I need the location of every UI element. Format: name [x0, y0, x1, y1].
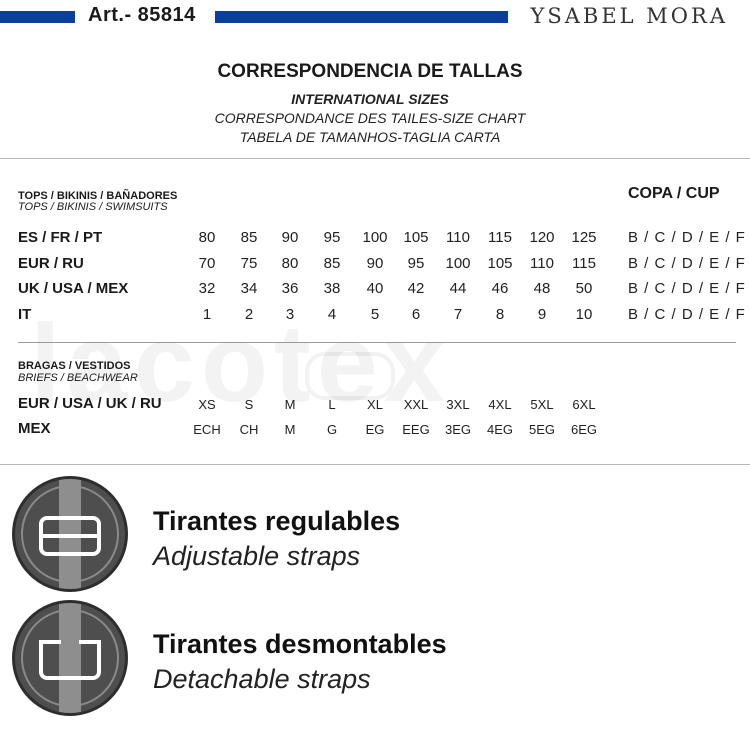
article-number: Art.- 85814: [88, 4, 196, 27]
bottoms-row-label: EUR / USA / UK / RU: [18, 395, 162, 412]
tops-size-cell: 95: [396, 255, 436, 272]
bottoms-size-cell: XL: [355, 397, 395, 412]
cup-heading: COPA / CUP: [628, 185, 720, 203]
tops-size-cell: 120: [522, 229, 562, 246]
tops-size-cell: 8: [480, 306, 520, 323]
tops-size-cell: 36: [270, 280, 310, 297]
bottoms-size-cell: CH: [229, 422, 269, 437]
bottoms-size-cell: 4EG: [480, 422, 520, 437]
tops-row-label: IT: [18, 306, 31, 323]
tops-size-cell: 80: [270, 255, 310, 272]
tops-size-cell: 75: [229, 255, 269, 272]
detachable-strap-icon: [12, 600, 128, 716]
tops-size-cell: 1: [187, 306, 227, 323]
tops-row-label: EUR / RU: [18, 255, 84, 272]
adjustable-strap-icon: [12, 476, 128, 592]
divider-mid: [18, 342, 736, 343]
tops-size-cell: 46: [480, 280, 520, 297]
tops-size-cell: 3: [270, 306, 310, 323]
tops-size-cell: 100: [438, 255, 478, 272]
tops-size-cell: 95: [312, 229, 352, 246]
tops-size-cell: 110: [522, 255, 562, 272]
bottoms-size-cell: 6XL: [564, 397, 604, 412]
cup-sizes: B / C / D / E / F: [628, 306, 746, 323]
bottoms-size-cell: 4XL: [480, 397, 520, 412]
bottoms-size-cell: XS: [187, 397, 227, 412]
tops-size-cell: 70: [187, 255, 227, 272]
bottoms-size-cell: G: [312, 422, 352, 437]
watermark-badge: [305, 352, 395, 400]
bottoms-size-cell: 5XL: [522, 397, 562, 412]
tops-size-cell: 85: [229, 229, 269, 246]
tops-size-cell: 40: [355, 280, 395, 297]
bottoms-size-cell: EG: [355, 422, 395, 437]
tops-size-cell: 100: [355, 229, 395, 246]
feature-subtitle-detachable: Detachable straps: [153, 664, 371, 695]
header-bar-left: [0, 11, 75, 23]
tops-size-cell: 32: [187, 280, 227, 297]
subtitle-portuguese: TABELA DE TAMANHOS-TAGLIA CARTA: [0, 129, 740, 145]
cup-sizes: B / C / D / E / F: [628, 229, 746, 246]
brand-name: YSABEL MORA: [531, 4, 729, 28]
tops-size-cell: 7: [438, 306, 478, 323]
cup-sizes: B / C / D / E / F: [628, 280, 746, 297]
bottoms-size-cell: 3XL: [438, 397, 478, 412]
tops-size-cell: 125: [564, 229, 604, 246]
tops-size-cell: 115: [564, 255, 604, 272]
chart-title: CORRESPONDENCIA DE TALLAS: [0, 61, 740, 83]
bottoms-size-cell: 3EG: [438, 422, 478, 437]
tops-size-cell: 38: [312, 280, 352, 297]
bottoms-size-cell: XXL: [396, 397, 436, 412]
bottoms-size-cell: M: [270, 422, 310, 437]
tops-size-cell: 6: [396, 306, 436, 323]
tops-size-cell: 48: [522, 280, 562, 297]
bottoms-heading: BRAGAS / VESTIDOS: [18, 360, 130, 372]
tops-size-cell: 2: [229, 306, 269, 323]
bottoms-size-cell: 6EG: [564, 422, 604, 437]
tops-size-cell: 115: [480, 229, 520, 246]
tops-size-cell: 90: [355, 255, 395, 272]
tops-size-cell: 80: [187, 229, 227, 246]
tops-size-cell: 110: [438, 229, 478, 246]
tops-size-cell: 85: [312, 255, 352, 272]
bottoms-size-cell: M: [270, 397, 310, 412]
tops-size-cell: 44: [438, 280, 478, 297]
bottoms-subheading: BRIEFS / BEACHWEAR: [18, 372, 138, 384]
tops-size-cell: 105: [396, 229, 436, 246]
bottoms-size-cell: EEG: [396, 422, 436, 437]
cup-sizes: B / C / D / E / F: [628, 255, 746, 272]
tops-size-cell: 50: [564, 280, 604, 297]
subtitle-french: CORRESPONDANCE DES TAILES-SIZE CHART: [0, 110, 740, 126]
header-bar-right: [215, 11, 508, 23]
tops-size-cell: 42: [396, 280, 436, 297]
tops-size-cell: 10: [564, 306, 604, 323]
tops-size-cell: 9: [522, 306, 562, 323]
tops-size-cell: 90: [270, 229, 310, 246]
divider-bottom: [0, 464, 750, 465]
bottoms-size-cell: 5EG: [522, 422, 562, 437]
bottoms-row-label: MEX: [18, 420, 51, 437]
feature-subtitle-adjustable: Adjustable straps: [153, 541, 360, 572]
tops-size-cell: 105: [480, 255, 520, 272]
bottoms-size-cell: ECH: [187, 422, 227, 437]
bottoms-size-cell: L: [312, 397, 352, 412]
feature-title-detachable: Tirantes desmontables: [153, 629, 447, 660]
tops-size-cell: 34: [229, 280, 269, 297]
tops-subheading: TOPS / BIKINIS / SWIMSUITS: [18, 201, 168, 213]
tops-size-cell: 5: [355, 306, 395, 323]
bottoms-size-cell: S: [229, 397, 269, 412]
tops-row-label: ES / FR / PT: [18, 229, 102, 246]
tops-size-cell: 4: [312, 306, 352, 323]
subtitle-international: INTERNATIONAL SIZES: [0, 91, 740, 107]
divider-top: [0, 158, 750, 159]
feature-title-adjustable: Tirantes regulables: [153, 506, 400, 537]
tops-row-label: UK / USA / MEX: [18, 280, 128, 297]
